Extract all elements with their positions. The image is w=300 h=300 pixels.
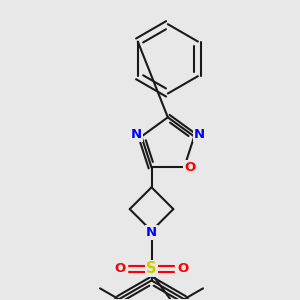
Text: O: O [178,262,189,275]
Text: N: N [146,226,157,239]
Text: N: N [131,128,142,141]
Text: O: O [114,262,125,275]
Text: N: N [194,128,205,141]
Text: S: S [146,261,157,276]
Text: O: O [184,161,196,174]
